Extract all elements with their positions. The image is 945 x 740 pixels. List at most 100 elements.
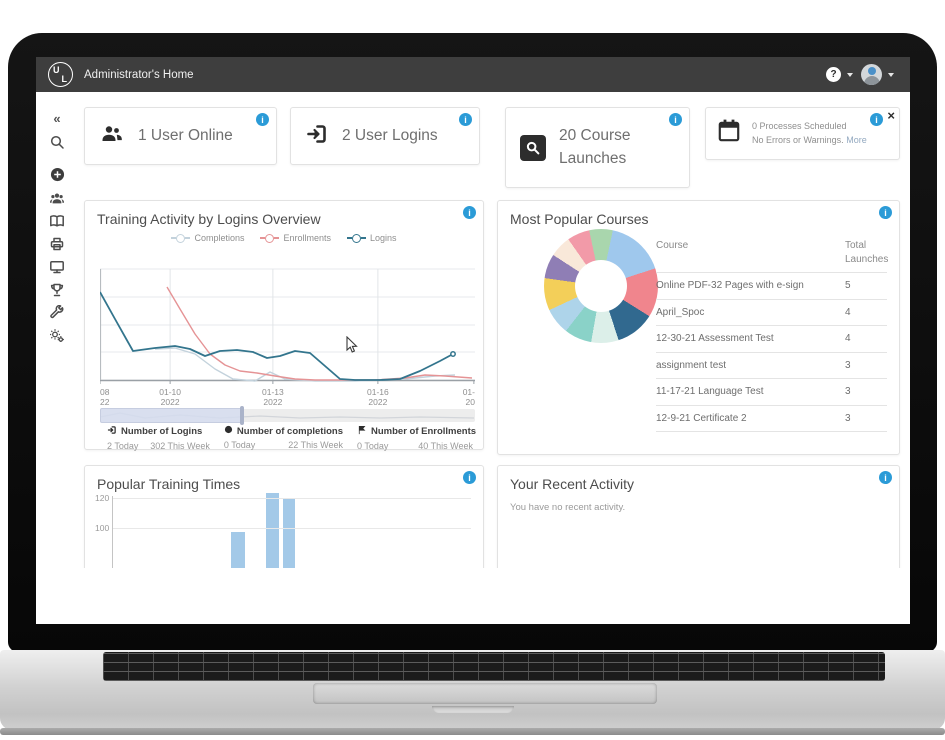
profile-caret-icon[interactable]: [888, 72, 894, 77]
table-row: assignment test 3: [656, 353, 887, 379]
legend-item-enrollments[interactable]: Enrollments: [260, 233, 331, 243]
stat-week: 22 This Week: [288, 440, 343, 450]
avatar[interactable]: [861, 64, 882, 85]
bar-value-107[interactable]: [266, 493, 279, 568]
help-caret-icon[interactable]: [847, 72, 853, 77]
courses-table: Course Total Launches Online PDF-32 Pages …: [656, 233, 889, 432]
sidebar-item-tools[interactable]: [36, 301, 78, 324]
processes-text: 0 Processes Scheduled No Errors or Warni…: [752, 120, 867, 148]
stat-card-processes: 0 Processes Scheduled No Errors or Warni…: [705, 107, 900, 160]
book-icon: [49, 213, 65, 229]
app-header: U L Administrator's Home ?: [36, 57, 910, 92]
table-row: Online PDF-32 Pages with e-sign 5: [656, 273, 887, 300]
legend-item-completions[interactable]: Completions: [171, 233, 244, 243]
table-row: 12-9-21 Certificate 2 3: [656, 406, 887, 432]
course-name: April_Spoc: [656, 306, 705, 318]
chart-legend: Completions Enrollments Logins: [85, 233, 483, 243]
stat-label: 20 Course Launches: [559, 127, 631, 167]
course-name: 12-30-21 Assessment Test: [656, 333, 774, 344]
stat-week: 40 This Week: [418, 441, 473, 451]
sidebar-item-add[interactable]: [36, 163, 78, 186]
card-title: Popular Training Times: [97, 476, 241, 492]
page-title: Administrator's Home: [84, 68, 194, 81]
bar-value-103[interactable]: [283, 499, 295, 568]
course-search-icon: [520, 134, 546, 161]
logo-letter-u: U: [53, 65, 60, 75]
logo-letter-l: L: [61, 74, 68, 84]
legend-item-logins[interactable]: Logins: [347, 233, 397, 243]
help-icon[interactable]: ?: [826, 67, 841, 82]
ul-logo[interactable]: U L: [48, 62, 73, 87]
info-icon[interactable]: i: [459, 113, 472, 126]
chart-summary-stats: Number of Logins 2 Today 302 This Week Numb…: [107, 425, 476, 452]
info-icon[interactable]: i: [669, 113, 682, 126]
users-online-icon: [99, 123, 125, 150]
monitor-icon: [49, 259, 65, 275]
card-title: Your Recent Activity: [510, 476, 634, 492]
y-axis-line: [112, 496, 113, 568]
x-axis-label: 01-13 2022: [262, 387, 284, 408]
training-line-chart[interactable]: [100, 267, 475, 384]
sidebar-item-display[interactable]: [36, 255, 78, 278]
avatar-body: [863, 76, 880, 85]
series-line-completions: [154, 347, 456, 382]
col-header-course: Course: [656, 240, 689, 251]
info-icon[interactable]: i: [463, 471, 476, 484]
course-name: assignment test: [656, 359, 727, 371]
stat-card-course-launches: 20 Course Launches i: [505, 107, 690, 188]
summary-stat: Number of Enrollments 0 Today 40 This Week: [357, 425, 476, 451]
stat-label: 1 User Online: [138, 126, 233, 144]
series-line-enrollments: [166, 286, 473, 381]
series-line-logins: [100, 291, 454, 381]
courses-donut-chart[interactable]: [544, 229, 658, 343]
laptop-trackpad: [313, 683, 657, 704]
sidebar-item-awards[interactable]: [36, 278, 78, 301]
login-icon: [305, 122, 329, 151]
info-icon[interactable]: i: [879, 206, 892, 219]
course-name: 11-17-21 Language Test: [656, 386, 764, 397]
brush-selected-range[interactable]: [100, 408, 243, 423]
summary-stat-label: Number of Logins: [121, 426, 203, 437]
stat-today: 2 Today: [107, 441, 139, 451]
info-icon[interactable]: i: [256, 113, 269, 126]
sidebar-item-library[interactable]: [36, 209, 78, 232]
stat-card-user-logins: 2 User Logins i: [290, 107, 480, 165]
table-row: April_Spoc 4: [656, 300, 887, 326]
chart-brush[interactable]: [100, 406, 475, 425]
brush-handle[interactable]: [240, 406, 244, 425]
sidebar-item-print[interactable]: [36, 232, 78, 255]
add-circle-icon: [50, 167, 65, 182]
x-axis-label: 01- 20: [462, 387, 475, 408]
sidebar-item-settings[interactable]: [36, 324, 78, 347]
summary-stat: Number of completions 0 Today 22 This Week: [224, 425, 343, 451]
stat-week: 302 This Week: [150, 441, 210, 451]
info-icon[interactable]: i: [463, 206, 476, 219]
info-icon[interactable]: i: [870, 113, 883, 126]
x-axis-labels: 08 22 01-10 2022 01-13 2022 01-16 2022 01- 2…: [100, 387, 475, 407]
bar-value-81[interactable]: [231, 532, 245, 568]
trophy-icon: [49, 282, 65, 298]
course-launches: 5: [845, 280, 851, 291]
table-row: 12-30-21 Assessment Test 4: [656, 326, 887, 353]
sidebar-item-search[interactable]: [36, 130, 78, 153]
laptop-base-edge: [0, 728, 945, 735]
donut-hole: [575, 260, 627, 312]
screen: U L Administrator's Home ? « 1 User Onli…: [36, 57, 910, 624]
training-times-bars[interactable]: [112, 493, 471, 568]
laptop-lid-notch: [432, 706, 514, 713]
sidebar-nav: «: [36, 92, 78, 624]
calendar-icon: [716, 118, 742, 149]
gears-icon: [49, 328, 65, 344]
processes-line1: 0 Processes Scheduled: [752, 120, 847, 131]
empty-state-message: You have no recent activity.: [510, 502, 626, 513]
info-icon[interactable]: i: [879, 471, 892, 484]
course-launches: 3: [845, 359, 851, 371]
sidebar-item-collapse[interactable]: «: [36, 107, 78, 130]
dashboard-content: 1 User Online i 2 User Logins i 20 Cours…: [78, 92, 910, 568]
more-link[interactable]: More: [846, 134, 867, 145]
col-header-launches: Total Launches: [845, 240, 889, 265]
sidebar-item-users[interactable]: [36, 186, 78, 209]
close-icon[interactable]: ×: [887, 108, 895, 123]
x-axis-label: 01-10 2022: [159, 387, 181, 408]
